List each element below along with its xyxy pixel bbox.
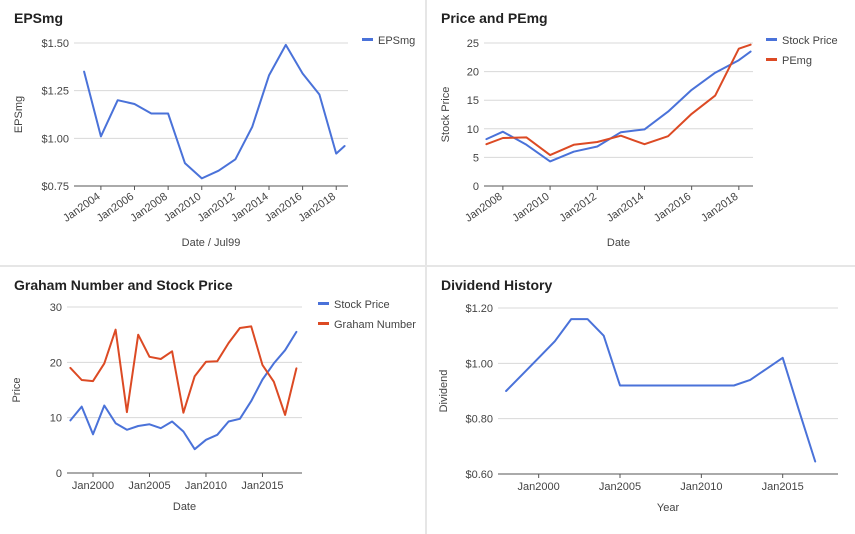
x-tick-label: Jan2006	[95, 191, 136, 225]
x-axis-label: Date / Jul99	[182, 237, 241, 249]
x-tick-label: Jan2014	[229, 191, 270, 225]
x-tick-label: Jan2012	[558, 191, 599, 225]
x-axis-label: Date	[607, 237, 630, 249]
x-tick-label: Jan2005	[128, 480, 170, 492]
x-tick-label: Jan2008	[463, 191, 504, 225]
x-tick-label: Jan2005	[599, 481, 641, 493]
x-axis-label: Year	[657, 502, 680, 514]
price-pemg-chart-panel: Price and PEmg 0 5 10 15 20 25 Jan2008 Jan2010 J…	[427, 0, 855, 265]
y-tick-label: 20	[467, 67, 479, 79]
x-axis-label: Date	[173, 501, 196, 513]
chart-title: EPSmg	[14, 10, 64, 26]
y-axis-label: Price	[11, 377, 23, 402]
legend-swatch	[362, 38, 373, 41]
y-axis-label: Stock Price	[440, 87, 452, 143]
y-tick-label: 5	[473, 152, 479, 164]
y-tick-label: 15	[467, 95, 479, 107]
x-tick-label: Jan2010	[510, 191, 551, 225]
chart-title: Price and PEmg	[441, 10, 548, 26]
y-tick-label: 0	[56, 468, 62, 480]
graham-number-chart: 0 10 20 30 Jan2000 Jan2005 Jan2010 Jan2015 Date P…	[11, 299, 416, 513]
y-axis-label: EPSmg	[13, 96, 25, 133]
x-tick-label: Jan2010	[680, 481, 722, 493]
y-tick-label: $0.60	[465, 469, 493, 481]
dividend-history-chart: $0.60 $0.80 $1.00 $1.20 Jan2000 Jan2005 Jan201…	[438, 303, 838, 514]
pemg-line	[485, 43, 752, 157]
legend-label: Stock Price	[782, 35, 838, 47]
y-tick-label: $1.00	[465, 358, 493, 370]
y-tick-label: $1.20	[465, 303, 493, 315]
stock-price-line	[485, 50, 752, 163]
legend-swatch	[766, 38, 777, 41]
stock-price-line	[69, 330, 298, 451]
y-tick-label: $1.25	[41, 86, 69, 98]
x-tick-label: Jan2018	[296, 191, 337, 225]
x-tick-label: Jan2014	[605, 191, 646, 225]
chart-title: Dividend History	[441, 277, 553, 293]
epsmg-chart-panel: EPSmg $0.75 $1.00 $1.25 $1.50 Jan2004 Jan2006…	[0, 0, 425, 265]
y-tick-label: $1.50	[41, 38, 69, 50]
y-axis-label: Dividend	[438, 370, 450, 413]
x-tick-label: Jan2016	[263, 191, 304, 225]
x-tick-label: Jan2015	[762, 481, 804, 493]
x-tick-label: Jan2016	[652, 191, 693, 225]
y-tick-label: 30	[50, 302, 62, 314]
y-tick-label: 0	[473, 181, 479, 193]
legend-swatch	[318, 322, 329, 325]
y-tick-label: $0.75	[41, 181, 69, 193]
x-tick-label: Jan2004	[61, 191, 102, 225]
legend-label: Graham Number	[334, 319, 416, 331]
x-tick-label: Jan2000	[72, 480, 114, 492]
y-tick-label: $0.80	[465, 414, 493, 426]
y-tick-label: $1.00	[41, 133, 69, 145]
x-tick-label: Jan2012	[196, 191, 237, 225]
dividend-history-chart-panel: Dividend History $0.60 $0.80 $1.00 $1.20 Jan…	[427, 267, 855, 534]
legend-label: PEmg	[782, 55, 812, 67]
legend-swatch	[766, 58, 777, 61]
chart-title: Graham Number and Stock Price	[14, 277, 233, 293]
dividend-line	[505, 318, 817, 463]
y-tick-label: 10	[50, 413, 62, 425]
legend-label: EPSmg	[378, 35, 415, 47]
legend-label: Stock Price	[334, 299, 390, 311]
x-tick-label: Jan2000	[518, 481, 560, 493]
y-tick-label: 10	[467, 124, 479, 136]
x-tick-label: Jan2018	[699, 191, 740, 225]
legend-swatch	[318, 302, 329, 305]
epsmg-chart: $0.75 $1.00 $1.25 $1.50 Jan2004Jan2006Jan200…	[13, 35, 415, 249]
epsmg-line	[83, 43, 346, 180]
x-tick-label: Jan2010	[162, 191, 203, 225]
graham-number-chart-panel: Graham Number and Stock Price 0 10 20 30 Jan…	[0, 267, 425, 534]
x-tick-label: Jan2010	[185, 480, 227, 492]
y-tick-label: 20	[50, 357, 62, 369]
x-tick-label: Jan2008	[128, 191, 169, 225]
x-tick-label: Jan2015	[241, 480, 283, 492]
y-tick-label: 25	[467, 38, 479, 50]
graham-number-line	[69, 325, 298, 416]
